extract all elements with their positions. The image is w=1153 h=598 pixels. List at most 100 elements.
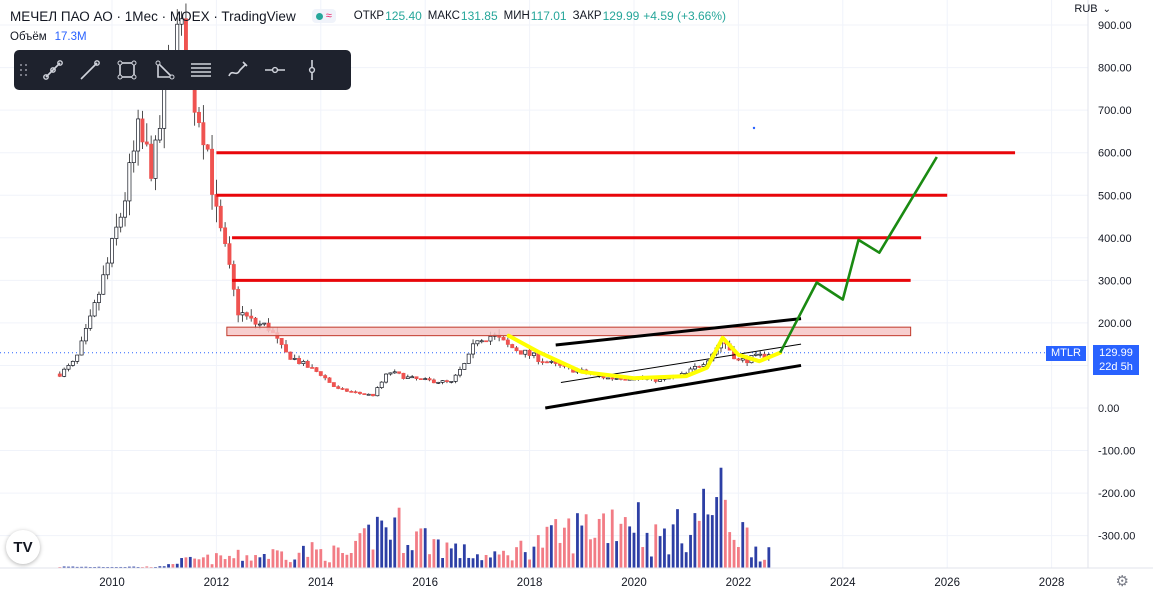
volume-bar <box>436 539 440 568</box>
volume-bar <box>532 546 536 568</box>
candle-body <box>92 302 97 317</box>
candle-body <box>288 351 293 360</box>
gear-icon[interactable]: ⚙ <box>1115 573 1129 590</box>
candle-body <box>405 376 410 379</box>
y-tick-label: -100.00 <box>1098 446 1135 458</box>
volume-bar <box>484 554 488 568</box>
symbol-title[interactable]: МЕЧЕЛ ПАО АО · 1Мес · MOEX · TradingView <box>10 8 296 24</box>
volume-bar <box>493 551 497 568</box>
volume-bar <box>467 557 471 568</box>
volume-bar <box>406 544 410 568</box>
volume-bar <box>419 528 423 568</box>
high-label: МАКС <box>427 10 460 22</box>
volume-bar <box>476 554 479 568</box>
candle-body <box>436 381 441 384</box>
candle-body <box>545 361 549 364</box>
volume-bar <box>336 547 340 568</box>
candle-body <box>449 381 454 383</box>
price-tag: 129.99 22d 5h <box>1093 345 1139 375</box>
y-tick-label: 0.00 <box>1098 403 1119 415</box>
x-tick-label: 2024 <box>830 577 856 589</box>
volume-bar <box>332 545 336 568</box>
candle-body <box>753 353 758 356</box>
y-tick-label: 400.00 <box>1098 233 1132 245</box>
y-tick-label: 200.00 <box>1098 318 1132 330</box>
candle-body <box>423 378 428 380</box>
tradingview-logo-icon[interactable]: TV <box>6 530 40 564</box>
horizontal-ray-icon[interactable] <box>260 55 290 85</box>
volume-bar <box>215 553 218 568</box>
x-tick-label: 2014 <box>308 577 334 589</box>
volume-bar <box>697 520 701 568</box>
volume-bar <box>758 561 762 568</box>
volume-value: 17.3M <box>54 31 87 43</box>
volume-bar <box>506 555 510 568</box>
volume-bar <box>584 514 588 568</box>
fib-lines-icon[interactable] <box>186 55 216 85</box>
volume-bar <box>384 527 388 568</box>
volume-bar <box>737 547 740 568</box>
volume-bar <box>654 524 658 568</box>
candle-body <box>75 354 80 362</box>
ray-icon[interactable] <box>75 55 105 85</box>
volume-bar <box>676 509 679 568</box>
status-badge[interactable]: ≈ <box>311 9 336 23</box>
volume-bar <box>597 518 601 568</box>
candle-body <box>179 18 184 25</box>
candle-body <box>297 357 302 365</box>
price-axis-bg <box>1088 0 1153 598</box>
volume-bar <box>623 517 627 568</box>
volume-bar <box>706 514 710 568</box>
candle-body <box>401 372 406 379</box>
candle-body <box>531 352 536 356</box>
volume-bar <box>689 534 692 568</box>
volume-bar <box>167 564 170 568</box>
rectangle-icon[interactable] <box>112 55 142 85</box>
volume-bar <box>480 560 484 568</box>
trend-line-icon[interactable] <box>38 55 68 85</box>
volume-bar <box>75 566 79 568</box>
candle-body <box>371 393 375 397</box>
forecast-path <box>779 156 938 354</box>
volume-bar <box>719 467 723 568</box>
candle-body <box>118 216 123 228</box>
candle-body <box>349 390 354 393</box>
volume-bar <box>684 552 688 568</box>
candle-body <box>88 315 93 329</box>
candle-body <box>244 312 249 317</box>
y-tick-label: -200.00 <box>1098 488 1135 500</box>
candle-body <box>614 378 619 380</box>
legend-header: МЕЧЕЛ ПАО АО · 1Мес · MOEX · TradingView… <box>10 7 726 25</box>
volume-bar <box>636 502 640 568</box>
open-label: ОТКР <box>353 10 385 22</box>
y-tick-label: 600.00 <box>1098 148 1132 160</box>
marker-dot <box>752 126 756 130</box>
candle-body <box>501 336 506 341</box>
volume-bar <box>658 536 662 568</box>
vertical-line-icon[interactable] <box>297 55 327 85</box>
volume-bar <box>750 557 753 568</box>
volume-bar <box>589 539 592 568</box>
volume-bar <box>210 564 214 568</box>
drawing-toolbar[interactable] <box>14 50 351 90</box>
brush-icon[interactable] <box>223 55 253 85</box>
volume-bar <box>245 555 249 568</box>
candle-body <box>140 118 145 143</box>
change-value: +4.59 (+3.66%) <box>643 9 727 23</box>
currency-selector[interactable]: RUB ⌄ <box>1074 3 1111 15</box>
volume-bar <box>288 562 292 568</box>
volume-bar <box>128 566 131 568</box>
volume-bar <box>497 554 501 568</box>
volume-bar <box>71 566 75 568</box>
volume-bar <box>306 556 310 568</box>
x-tick-label: 2010 <box>99 577 125 589</box>
grip-icon[interactable] <box>20 60 30 80</box>
y-tick-label: 700.00 <box>1098 105 1132 117</box>
candle-body <box>418 378 423 380</box>
candle-body <box>123 200 127 218</box>
volume-bar <box>393 517 397 568</box>
volume-bar <box>767 547 771 568</box>
triangle-icon[interactable] <box>149 55 179 85</box>
volume-bar <box>228 555 231 568</box>
volume-bar <box>702 488 705 568</box>
